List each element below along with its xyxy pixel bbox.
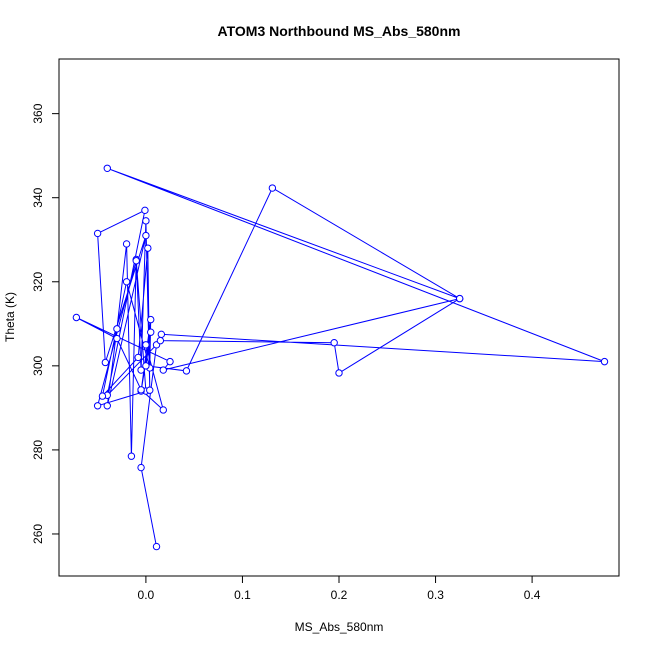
data-point: [72, 313, 81, 322]
data-point: [600, 357, 609, 366]
data-point: [93, 402, 102, 410]
data-point: [335, 369, 343, 377]
x-tick-label: 0.3: [427, 588, 444, 602]
data-point: [330, 339, 338, 347]
x-tick-label: 0.0: [138, 588, 155, 602]
data-point: [103, 402, 111, 410]
x-tick-label: 0.1: [234, 588, 251, 602]
data-point: [268, 184, 277, 192]
data-point: [142, 362, 150, 370]
data-point: [137, 463, 145, 472]
data-point: [93, 229, 102, 238]
y-tick-label: 360: [31, 103, 45, 123]
x-tick-label: 0.4: [524, 588, 541, 602]
data-point: [142, 217, 150, 225]
y-tick-label: 320: [31, 271, 45, 291]
y-axis-label: Theta (K): [3, 292, 17, 342]
data-point: [103, 164, 111, 172]
x-tick-label: 0.2: [331, 588, 348, 602]
x-axis: 0.0 0.1 0.2 0.3 0.4: [138, 575, 541, 602]
data-point: [159, 366, 167, 374]
data-point: [157, 330, 166, 339]
data-point: [142, 231, 150, 240]
data-point: [146, 386, 154, 394]
data-point: [113, 325, 121, 333]
data-point: [142, 341, 150, 349]
data-point: [113, 334, 121, 343]
data-point: [182, 367, 191, 375]
y-tick-label: 300: [31, 356, 45, 376]
data-point: [141, 206, 149, 215]
data-point: [134, 353, 142, 362]
y-tick-label: 280: [31, 440, 45, 460]
data-point: [122, 278, 131, 286]
data-point: [455, 294, 464, 303]
data-point: [147, 328, 155, 336]
data-point: [152, 542, 161, 551]
data-point: [166, 357, 174, 366]
chart-title: ATOM3 Northbound MS_Abs_580nm: [218, 23, 461, 39]
data-point: [98, 392, 107, 400]
data-point: [101, 358, 110, 367]
data-point: [127, 452, 136, 460]
data-point: [147, 315, 155, 324]
data-point: [159, 406, 167, 414]
data-point: [132, 257, 140, 265]
data-point: [137, 366, 145, 374]
data-point: [137, 386, 145, 394]
data-point: [122, 240, 131, 248]
x-axis-label: MS_Abs_580nm: [295, 620, 384, 634]
y-tick-label: 340: [31, 187, 45, 207]
y-tick-label: 260: [31, 524, 45, 544]
series-layer: [72, 164, 609, 551]
y-axis: 260 280 300 320 340 360: [31, 103, 60, 544]
data-point: [144, 244, 152, 252]
data-point: [156, 336, 165, 345]
